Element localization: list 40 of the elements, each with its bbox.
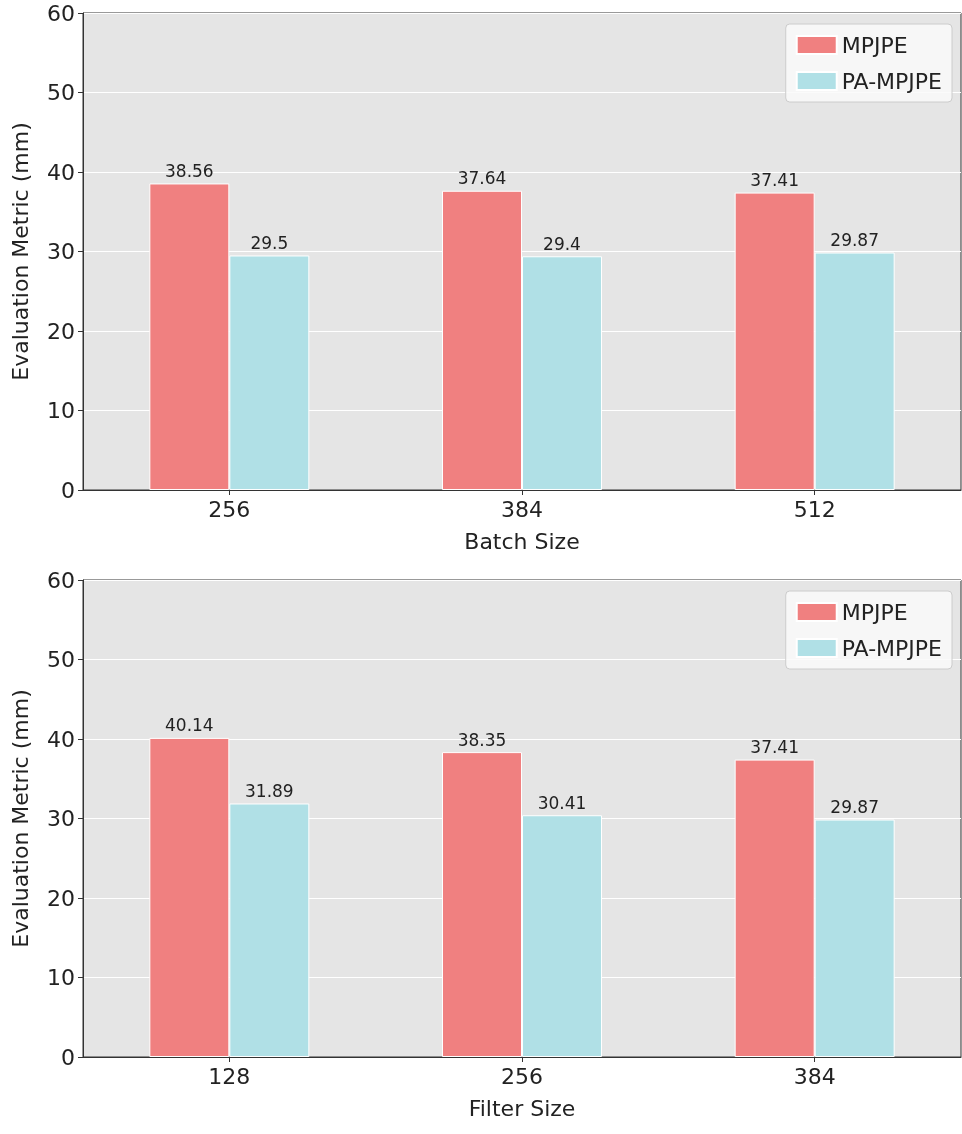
y-tick-label: 40 (47, 726, 75, 752)
y-axis-title: Evaluation Metric (mm) (7, 689, 33, 948)
legend-label: PA-MPJPE (841, 635, 943, 661)
legend-label: PA-MPJPE (841, 68, 943, 94)
x-tick-label: 256 (501, 1063, 543, 1089)
x-tick-label: 384 (793, 1063, 836, 1089)
data-label: 38.35 (457, 729, 507, 750)
data-label: 37.41 (750, 170, 799, 191)
y-tick-label: 30 (47, 239, 75, 264)
y-tick-label: 10 (47, 398, 75, 423)
data-label: 37.41 (750, 737, 799, 758)
y-tick-label: 60 (47, 0, 75, 26)
x-tick-label: 384 (501, 496, 543, 522)
y-tick-label: 50 (47, 80, 75, 105)
data-label: 29.87 (830, 230, 879, 251)
y-axis-title: Evaluation Metric (mm) (7, 122, 33, 381)
data-label: 29.5 (250, 232, 289, 253)
x-tick-label: 128 (208, 1063, 251, 1089)
data-label: 40.14 (165, 715, 214, 736)
x-tick-label: 256 (208, 496, 251, 522)
x-tick-label: 512 (793, 496, 836, 522)
y-tick-label: 20 (47, 318, 75, 344)
x-axis-title: Batch Size (464, 528, 580, 554)
y-tick-label: 40 (47, 159, 75, 185)
y-tick-label: 0 (61, 1044, 75, 1070)
data-label: 31.89 (245, 780, 294, 801)
data-label: 29.87 (830, 797, 879, 818)
data-label: 29.4 (543, 233, 581, 254)
y-tick-label: 10 (47, 965, 75, 990)
y-tick-label: 0 (61, 477, 75, 503)
data-label: 37.64 (457, 168, 507, 189)
y-tick-label: 60 (47, 567, 75, 593)
y-tick-label: 20 (47, 885, 75, 911)
legend-label: MPJPE (841, 32, 908, 58)
y-tick-label: 30 (47, 806, 75, 831)
data-label: 38.56 (165, 160, 214, 181)
x-axis-title: Filter Size (468, 1095, 576, 1121)
y-tick-label: 50 (47, 647, 75, 672)
data-label: 30.41 (537, 792, 587, 813)
legend-label: MPJPE (841, 599, 908, 625)
